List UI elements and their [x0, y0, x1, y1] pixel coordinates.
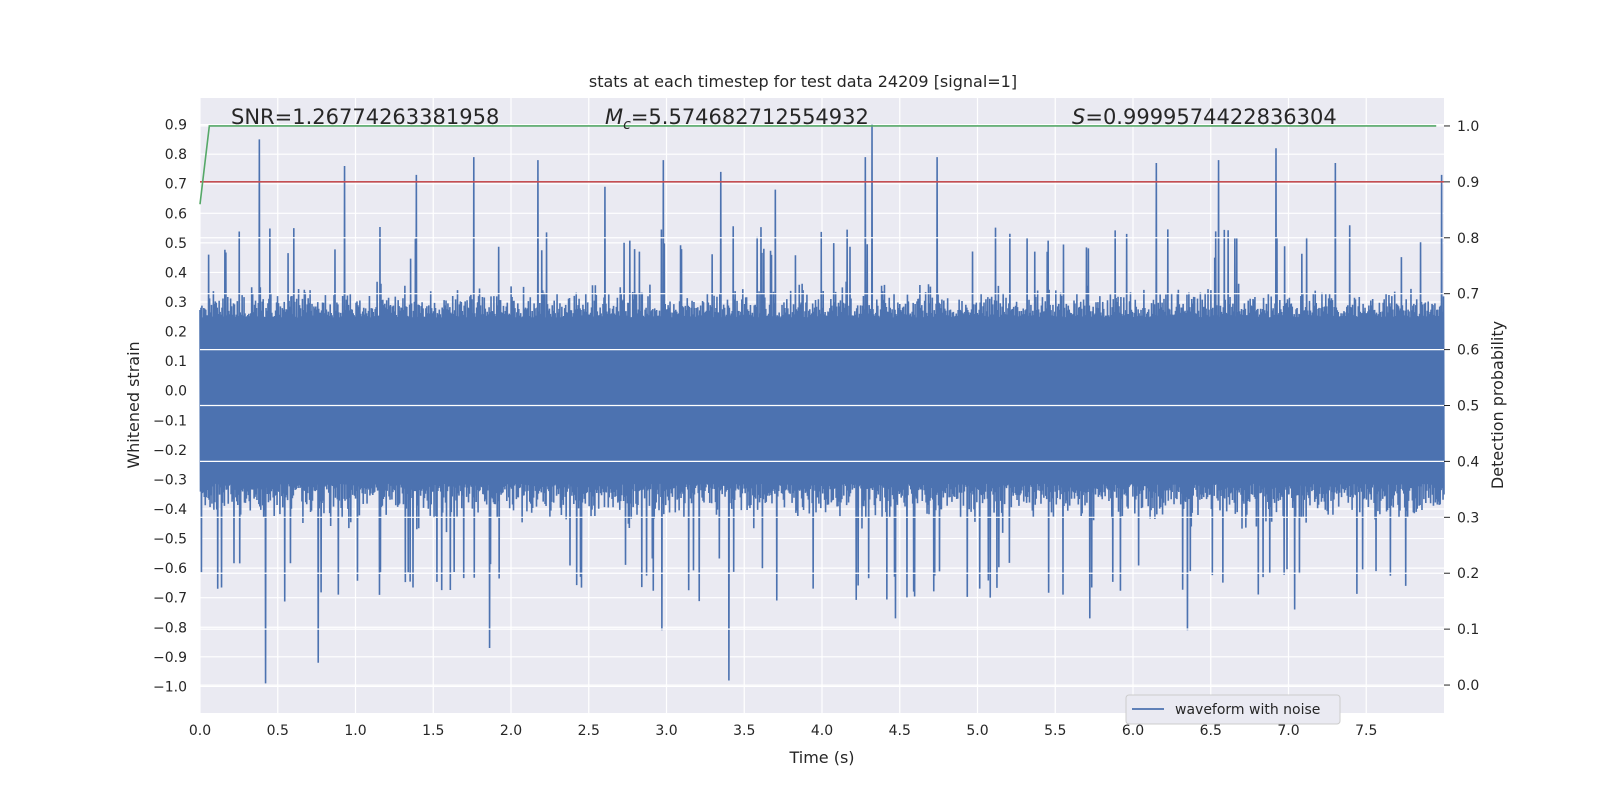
x-tick-label-2: 1.0	[344, 723, 366, 739]
y-tick-label-3: 0.6	[165, 206, 187, 222]
y-tick-label-0: 0.9	[165, 118, 187, 134]
x-tick-label-13: 6.5	[1200, 723, 1222, 739]
snr-annotation: SNR=1.26774263381958	[231, 105, 499, 129]
y-tick-label-4: 0.5	[165, 236, 187, 252]
y-right-tick-label-9: 0.1	[1457, 622, 1479, 638]
y-tick-label-2: 0.7	[165, 177, 187, 193]
overlay-lines	[199, 125, 1444, 205]
y-tick-label-1: 0.8	[165, 147, 187, 163]
x-tick-label-10: 5.0	[966, 723, 988, 739]
y-right-tick-label-7: 0.3	[1457, 510, 1479, 526]
waveform-series	[199, 124, 1445, 684]
tick-labels: 0.0 0.5 1.0 1.5 2.0 2.5 3.0 3.5 4.0 4.5 5.0 5.5 6.0 6…	[153, 118, 1479, 739]
legend-box	[1125, 694, 1341, 725]
y-tick-label-19: −1.0	[153, 679, 187, 695]
x-tick-label-1: 0.5	[267, 723, 289, 739]
chirp-mass-subscript: c	[623, 117, 631, 133]
y-tick-label-17: −0.8	[153, 620, 187, 636]
y-right-tick-label-10: 0.0	[1457, 678, 1479, 694]
x-tick-label-7: 3.5	[733, 723, 755, 739]
y-tick-label-6: 0.3	[165, 295, 187, 311]
chirp-mass-annotation: Mc=5.574682712554932	[605, 105, 869, 133]
x-tick-label-14: 7.0	[1277, 723, 1299, 739]
x-tick-label-9: 4.5	[889, 723, 911, 739]
y-right-tick-label-2: 0.8	[1457, 231, 1479, 247]
y-right-tick-label-6: 0.4	[1457, 454, 1479, 470]
y-tick-label-7: 0.2	[165, 325, 187, 341]
x-tick-label-5: 2.5	[578, 723, 600, 739]
y-tick-label-10: −0.1	[153, 413, 187, 429]
x-tick-label-8: 4.0	[811, 723, 833, 739]
score-annotation: S=0.9999574422836304	[1072, 105, 1337, 129]
y-axis-right-label: Detection probability	[1488, 321, 1507, 489]
chirp-mass-value: =5.574682712554932	[631, 105, 869, 129]
y-right-tick-label-5: 0.5	[1457, 399, 1479, 415]
y-tick-label-8: 0.1	[165, 354, 187, 370]
y-right-tick-label-8: 0.2	[1457, 566, 1479, 582]
y-tick-label-9: 0.0	[165, 384, 187, 400]
waveform-line	[199, 124, 1445, 684]
x-tick-label-0: 0.0	[189, 723, 211, 739]
score-symbol: S	[1072, 105, 1085, 129]
x-tick-label-3: 1.5	[422, 723, 444, 739]
x-tick-label-6: 3.0	[655, 723, 677, 739]
y-right-tick-label-3: 0.7	[1457, 287, 1479, 303]
y-tick-label-18: −0.9	[153, 650, 187, 666]
y-axis-label: Whitened strain	[124, 341, 143, 468]
legend: waveform with noise	[1125, 694, 1341, 725]
y-right-tick-label-0: 1.0	[1457, 119, 1479, 135]
y-right-tick-label-4: 0.6	[1457, 343, 1479, 359]
y-right-tick-label-1: 0.9	[1457, 175, 1479, 191]
x-tick-label-4: 2.0	[500, 723, 522, 739]
y-tick-label-13: −0.4	[153, 502, 187, 518]
x-tick-label-12: 6.0	[1122, 723, 1144, 739]
y-tick-label-12: −0.3	[153, 472, 187, 488]
score-value: =0.9999574422836304	[1085, 105, 1336, 129]
chirp-mass-symbol: M	[605, 105, 623, 129]
y-tick-label-5: 0.4	[165, 265, 187, 281]
y-tick-label-15: −0.6	[153, 561, 187, 577]
y-tick-label-14: −0.5	[153, 532, 187, 548]
legend-label: waveform with noise	[1175, 702, 1320, 718]
y-tick-label-11: −0.2	[153, 443, 187, 459]
y-tick-label-16: −0.7	[153, 591, 187, 607]
x-axis-label: Time (s)	[788, 748, 854, 767]
x-tick-label-15: 7.5	[1355, 723, 1377, 739]
chart-title: stats at each timestep for test data 242…	[589, 72, 1017, 91]
x-tick-label-11: 5.5	[1044, 723, 1066, 739]
detection-probability-line	[199, 125, 1437, 205]
